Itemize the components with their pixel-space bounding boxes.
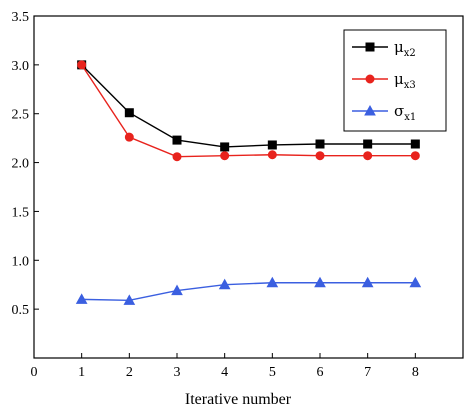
legend-marker [365, 42, 375, 52]
x-tick-label: 0 [31, 365, 38, 380]
legend-label-base: σ [394, 102, 404, 120]
data-point [410, 139, 420, 149]
y-tick-label: 1.5 [12, 205, 30, 220]
legend-entry-x1: σx1 [352, 102, 416, 123]
x-tick-label: 7 [364, 365, 371, 380]
data-point [171, 284, 183, 296]
data-point [172, 152, 182, 162]
data-point [363, 139, 373, 149]
x-tick-label: 1 [78, 365, 85, 380]
plot-frame [33, 15, 464, 359]
data-point [315, 151, 325, 161]
legend-marker [365, 74, 375, 84]
data-point [314, 276, 326, 288]
data-point [267, 140, 277, 150]
x-axis-title: Iterative number [185, 391, 292, 408]
x-tick-label: 4 [221, 365, 228, 380]
data-point [315, 139, 325, 149]
x-tick-label: 2 [126, 365, 133, 380]
data-point [75, 293, 88, 304]
data-point [172, 135, 182, 145]
series-layer [75, 60, 422, 305]
x-tick-label: 6 [317, 365, 324, 380]
series-line [81, 282, 416, 302]
series-line [81, 64, 416, 158]
y-tick-label: 2.5 [12, 108, 30, 123]
y-tick-label: 0.5 [12, 303, 30, 318]
axes: 0 1 2 3 4 5 6 7 8 0.5 1.0 1.5 2.0 2.5 3.0 3.5 [12, 10, 464, 380]
series-line [81, 64, 416, 148]
legend-entry-x3: μx3 [352, 70, 416, 91]
data-point [220, 142, 230, 152]
y-tick-label: 2.0 [12, 157, 30, 172]
data-point [124, 132, 134, 142]
legend-label-base: μ [394, 38, 404, 56]
data-point [409, 276, 422, 288]
x-tick-label: 8 [412, 365, 419, 380]
y-tick-label: 3.0 [12, 59, 30, 74]
series-x1 [75, 276, 422, 305]
data-point [220, 151, 230, 161]
data-point [361, 276, 374, 288]
x-tick-label: 3 [174, 365, 181, 380]
legend-label-subscript: x2 [404, 48, 416, 59]
series-x3 [77, 60, 420, 162]
data-point [123, 294, 136, 305]
y-tick-label: 3.5 [12, 10, 30, 25]
y-tick-label: 1.0 [12, 254, 30, 269]
legend-label: μx3 [394, 70, 416, 91]
data-point [266, 276, 279, 288]
data-point [124, 108, 134, 118]
legend-label-subscript: x1 [404, 112, 416, 123]
data-point [363, 151, 373, 161]
data-point [77, 60, 87, 70]
legend-label-base: μ [394, 70, 404, 88]
data-point [218, 278, 231, 290]
legend-label: σx1 [394, 102, 416, 123]
legend-entry-x2: μx2 [352, 38, 416, 59]
x-tick-label: 5 [269, 365, 276, 380]
data-point [267, 150, 277, 160]
legend-label-subscript: x3 [404, 80, 416, 91]
data-point [410, 151, 420, 161]
legend-marker [364, 104, 376, 116]
legend-label: μx2 [394, 38, 416, 59]
